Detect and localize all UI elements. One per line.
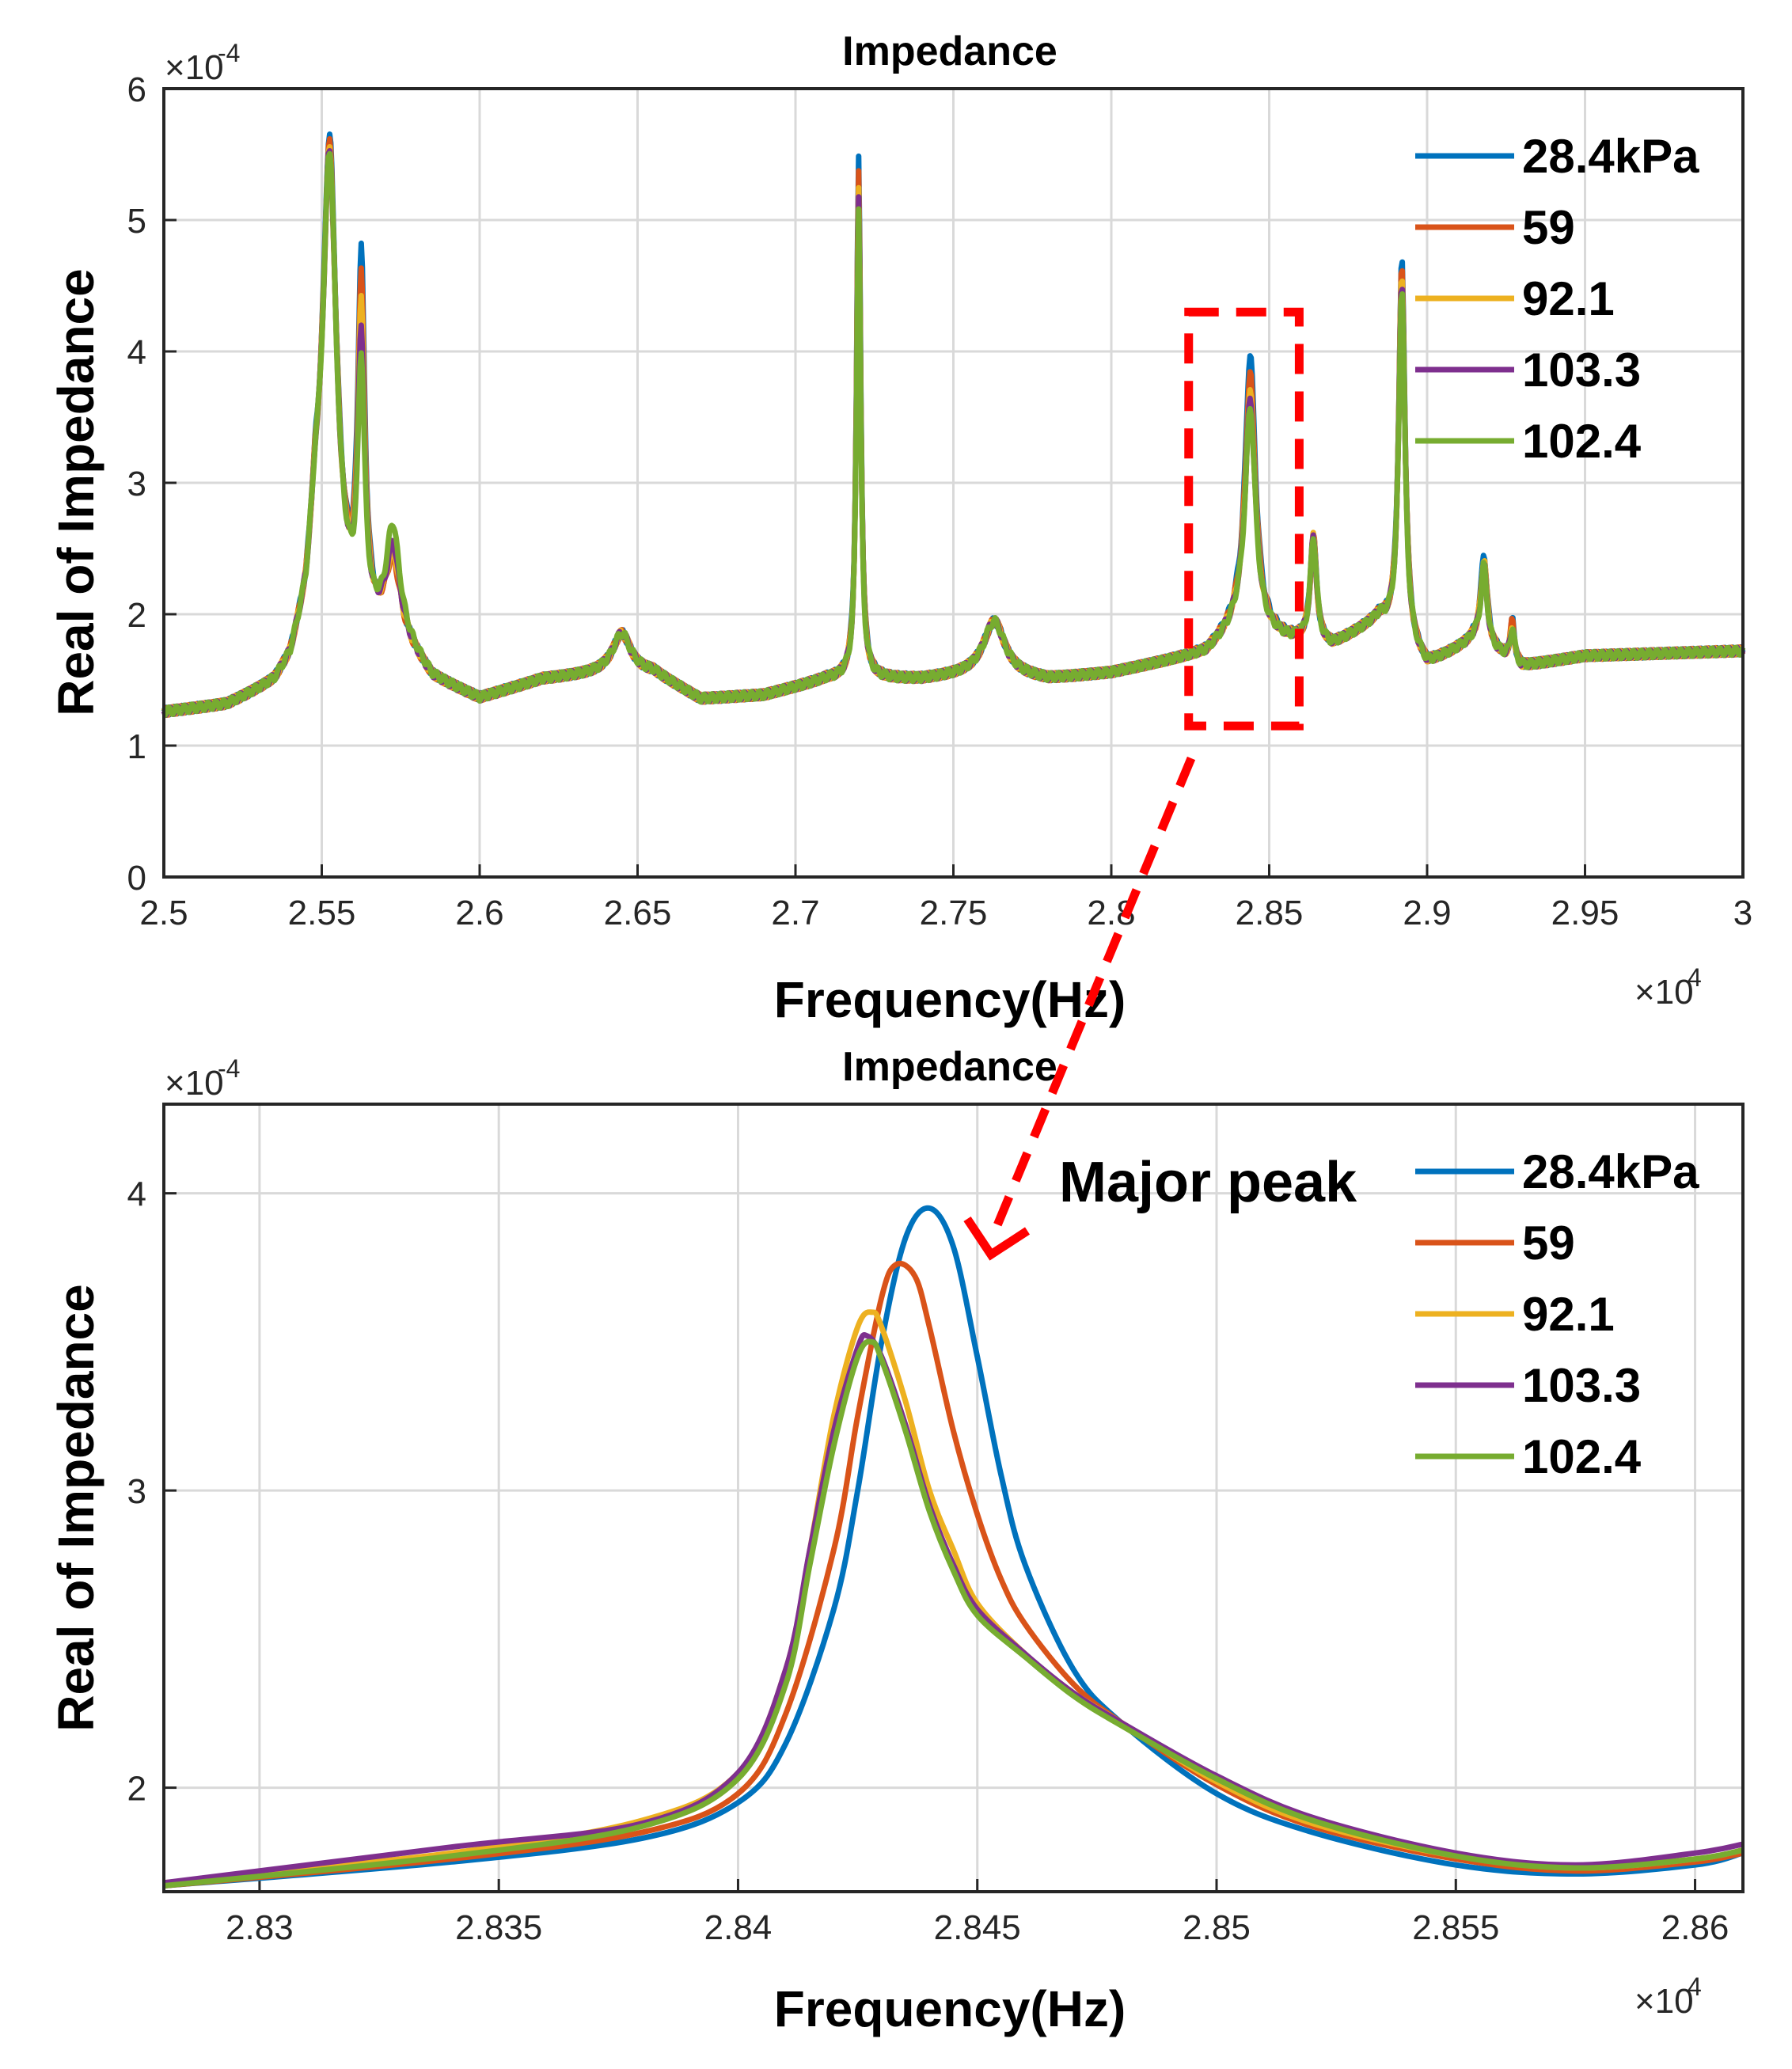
chart-top-legend-label: 92.1 xyxy=(1522,272,1615,325)
chart-top-x-tick-label: 2.95 xyxy=(1551,894,1619,932)
chart-bottom-series-line-3 xyxy=(164,1332,1743,1886)
chart-bottom-x-exponent: ×10 4 xyxy=(1634,1972,1702,2021)
chart-top-plot-area: 2.5 2.55 2.6 2.65 2.7 2.75 2.8 2.85 2.9 2.95 30123… xyxy=(127,70,1753,932)
chart-top-series-line-4 xyxy=(161,150,1746,719)
chart-top-x-tick-label: 2.75 xyxy=(920,894,988,932)
callout-dashed-line xyxy=(989,756,1196,1237)
major-peak-annotation: Major peak xyxy=(1059,1151,1357,1214)
chart-bottom-x-tick-label: 2.84 xyxy=(704,1908,773,1947)
chart-top-title: Impedance xyxy=(842,28,1057,74)
svg-text:-4: -4 xyxy=(218,39,240,67)
chart-top-y-tick-label: 4 xyxy=(127,333,146,372)
chart-top-x-tick-label: 2.55 xyxy=(288,894,356,932)
chart-bottom-legend-label: 59 xyxy=(1522,1217,1575,1270)
chart-top-x-exponent: ×10 4 xyxy=(1634,963,1702,1012)
chart-top-y-tick-label: 6 xyxy=(127,70,146,109)
svg-text:-4: -4 xyxy=(218,1054,240,1083)
chart-bottom-series-line-4 xyxy=(164,1338,1743,1889)
chart-bottom-series-line-2 xyxy=(164,1309,1743,1886)
chart-bottom-y-tick-label: 2 xyxy=(127,1770,146,1809)
chart-top-legend-label: 28.4kPa xyxy=(1522,130,1699,183)
chart-bottom-x-tick-label: 2.855 xyxy=(1412,1908,1499,1947)
chart-bottom-plot-area: 2.83 2.835 2.84 2.845 2.85 2.855 2.86 2 3 4 xyxy=(127,1103,1745,1947)
chart-top-x-tick-label: 2.9 xyxy=(1403,894,1451,932)
svg-text:4: 4 xyxy=(1688,963,1702,992)
chart-top-axes-frame xyxy=(162,87,1745,879)
svg-text:×10: ×10 xyxy=(165,1064,224,1103)
chart-top-ylabel: Real of Impedance xyxy=(47,268,104,716)
chart-bottom-title: Impedance xyxy=(842,1044,1057,1090)
chart-bottom-axes-frame xyxy=(162,1103,1745,1893)
chart-bottom-legend-label: 28.4kPa xyxy=(1522,1145,1699,1198)
svg-text:×10: ×10 xyxy=(1634,1982,1694,2021)
chart-bottom-grid xyxy=(164,1104,1743,1892)
chart-top-x-tick-label: 2.7 xyxy=(771,894,819,932)
chart-bottom-series-line-0 xyxy=(164,1205,1743,1889)
chart-top-x-tick-label: 2.85 xyxy=(1236,894,1304,932)
chart-top-x-tick-label: 2.6 xyxy=(455,894,503,932)
chart-bottom-ylabel: Real of Impedance xyxy=(47,1284,104,1732)
chart-top-x-tick-label: 3 xyxy=(1733,894,1752,932)
chart-top-y-tick-label: 2 xyxy=(127,596,146,635)
chart-top-legend-label: 59 xyxy=(1522,201,1575,254)
chart-bottom-legend-label: 103.3 xyxy=(1522,1359,1641,1412)
chart-top-x-tick-label: 2.65 xyxy=(604,894,672,932)
chart-top: 2.5 2.55 2.6 2.65 2.7 2.75 2.8 2.85 2.9 2.95 30123… xyxy=(47,28,1752,1028)
chart-bottom-x-tick-label: 2.86 xyxy=(1661,1908,1729,1947)
chart-bottom-series-line-1 xyxy=(164,1260,1743,1889)
chart-top-y-tick-label: 3 xyxy=(127,465,146,503)
chart-bottom-x-tick-label: 2.835 xyxy=(455,1908,542,1947)
zoom-callout-arrow xyxy=(963,756,1196,1261)
chart-bottom-y-tick-label: 3 xyxy=(127,1472,146,1511)
chart-top-y-tick-label: 1 xyxy=(127,727,146,766)
chart-top-series-group xyxy=(161,131,1746,719)
chart-top-xlabel: Frequency(Hz) xyxy=(774,971,1126,1028)
chart-top-y-exponent: ×10 -4 xyxy=(165,39,240,87)
chart-bottom-legend: 28.4kPa 59 92.1 103.3 102.4 xyxy=(1415,1145,1699,1483)
chart-bottom-xlabel: Frequency(Hz) xyxy=(774,1980,1126,2037)
chart-top-legend-label: 102.4 xyxy=(1522,415,1642,468)
chart-top-y-tick-label: 0 xyxy=(127,859,146,898)
chart-top-legend-label: 103.3 xyxy=(1522,344,1641,397)
chart-bottom-y-exponent: ×10 -4 xyxy=(165,1054,240,1103)
chart-bottom-y-tick-label: 4 xyxy=(127,1175,146,1214)
chart-top-legend: 28.4kPa 59 92.1 103.3 102.4 xyxy=(1415,130,1699,468)
chart-bottom-legend-label: 92.1 xyxy=(1522,1288,1615,1341)
chart-bottom: 2.83 2.835 2.84 2.845 2.85 2.855 2.86 2 3 4 Imped… xyxy=(47,1044,1745,2037)
chart-top-zoom-box xyxy=(1184,307,1304,731)
chart-bottom-x-tick-label: 2.845 xyxy=(934,1908,1021,1947)
svg-text:×10: ×10 xyxy=(165,48,224,87)
callout-arrowhead-icon xyxy=(963,1216,1031,1261)
svg-text:×10: ×10 xyxy=(1634,973,1694,1012)
chart-bottom-x-tick-label: 2.83 xyxy=(226,1908,294,1947)
chart-bottom-series-group xyxy=(164,1205,1743,1889)
chart-bottom-legend-label: 102.4 xyxy=(1522,1430,1642,1483)
chart-top-x-tick-label: 2.5 xyxy=(139,894,188,932)
chart-top-grid xyxy=(162,87,1745,879)
chart-bottom-x-tick-label: 2.85 xyxy=(1183,1908,1251,1947)
chart-top-y-tick-label: 5 xyxy=(127,202,146,241)
svg-text:4: 4 xyxy=(1688,1972,1702,2001)
